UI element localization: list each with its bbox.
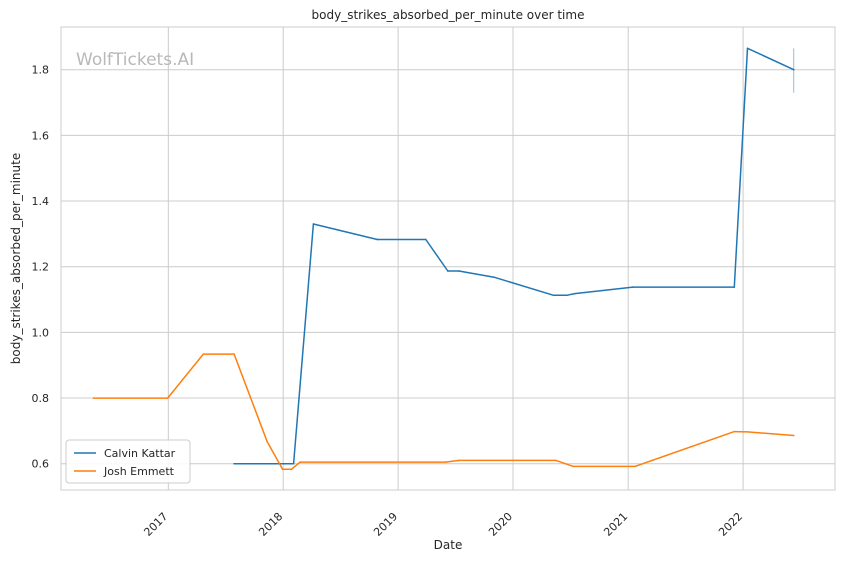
data-point bbox=[792, 434, 795, 437]
y-tick-label: 1.0 bbox=[32, 326, 50, 339]
data-point bbox=[233, 462, 235, 465]
data-point bbox=[552, 294, 555, 297]
data-point bbox=[92, 397, 95, 399]
data-point bbox=[281, 468, 284, 471]
data-point bbox=[493, 276, 495, 279]
y-tick-label: 1.8 bbox=[32, 64, 50, 77]
data-point bbox=[458, 459, 460, 462]
data-point bbox=[292, 462, 295, 465]
gridlines bbox=[61, 27, 835, 490]
data-point bbox=[312, 223, 315, 225]
legend-label: Calvin Kattar bbox=[104, 447, 176, 460]
data-point bbox=[733, 430, 736, 433]
data-point bbox=[233, 353, 235, 355]
data-point bbox=[733, 286, 736, 288]
legend: Calvin Kattar Josh Emmett bbox=[65, 439, 191, 484]
data-point bbox=[447, 270, 449, 272]
data-point bbox=[458, 270, 460, 272]
series-line bbox=[93, 353, 794, 471]
data-point bbox=[299, 461, 302, 463]
y-tick-label: 0.6 bbox=[32, 458, 50, 471]
data-point bbox=[266, 440, 268, 443]
watermark: WolfTickets.AI bbox=[76, 50, 194, 70]
data-point bbox=[444, 461, 447, 463]
y-axis-title: body_strikes_absorbed_per_minute bbox=[9, 153, 23, 364]
y-axis-ticks: 0.6 0.8 1.0 1.2 1.4 1.6 1.8 bbox=[32, 64, 50, 471]
data-point bbox=[425, 238, 427, 241]
legend-label: Josh Emmett bbox=[103, 465, 175, 478]
data-point bbox=[746, 47, 749, 50]
data-point bbox=[202, 353, 205, 355]
y-tick-label: 1.6 bbox=[32, 129, 50, 142]
y-tick-label: 0.8 bbox=[32, 392, 50, 405]
data-point bbox=[566, 294, 568, 297]
series-lines bbox=[92, 47, 795, 471]
data-point bbox=[572, 465, 575, 468]
data-point bbox=[746, 431, 749, 433]
data-point bbox=[290, 468, 293, 471]
y-tick-label: 1.2 bbox=[32, 261, 50, 274]
data-point bbox=[632, 286, 634, 288]
data-point bbox=[573, 292, 576, 295]
chart-title: body_strikes_absorbed_per_minute over ti… bbox=[312, 8, 585, 22]
data-point bbox=[634, 465, 636, 468]
data-point bbox=[555, 459, 557, 462]
legend-box bbox=[65, 439, 191, 484]
y-tick-label: 1.4 bbox=[32, 195, 50, 208]
x-axis-title: Date bbox=[434, 538, 463, 552]
data-point bbox=[166, 397, 169, 399]
plot-frame bbox=[60, 26, 836, 491]
data-point bbox=[376, 238, 379, 241]
